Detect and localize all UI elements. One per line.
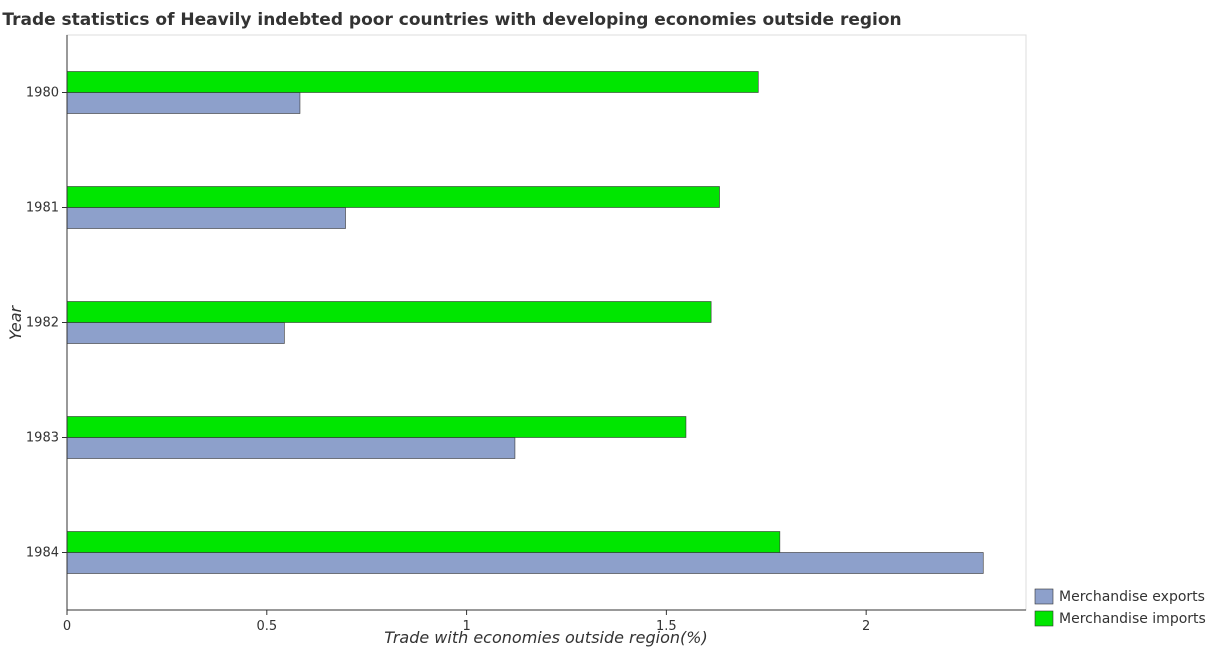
x-tick-label: 0 [63, 619, 71, 634]
y-tick-label: 1980 [26, 86, 59, 101]
bar-imports-1982 [66, 301, 712, 323]
x-tick-label: 1 [462, 619, 470, 634]
x-tick-label: 2 [862, 619, 870, 634]
bar-imports-1981 [66, 186, 720, 208]
legend-swatch-imports [1034, 610, 1054, 627]
plot-area: 1980 1981 1982 1983 1984 0 0.5 1 1.5 2 [26, 34, 1027, 634]
bar-exports-1981 [66, 207, 346, 229]
legend: Merchandise exports Merchandise imports [1034, 588, 1206, 627]
bar-exports-1980 [66, 92, 301, 114]
y-tick-label: 1981 [26, 201, 59, 216]
legend-swatch-exports [1034, 588, 1054, 605]
legend-label-exports: Merchandise exports [1059, 589, 1205, 605]
x-tick-label: 1.5 [656, 619, 677, 634]
y-tick-label: 1984 [26, 546, 59, 561]
x-tick-label: 0.5 [256, 619, 277, 634]
bar-imports-1984 [66, 531, 781, 553]
bar-exports-1984 [66, 552, 984, 574]
chart-title: Trade statistics of Heavily indebted poo… [2, 10, 901, 30]
bar-exports-1982 [66, 322, 285, 344]
bar-imports-1980 [66, 71, 759, 93]
y-axis-title: Year [6, 304, 25, 340]
y-tick-label: 1982 [26, 316, 59, 331]
legend-label-imports: Merchandise imports [1059, 611, 1206, 627]
bar-imports-1983 [66, 416, 687, 438]
y-tick-label: 1983 [26, 431, 59, 446]
x-axis-title: Trade with economies outside region(%) [384, 628, 707, 647]
bar-exports-1983 [66, 437, 516, 459]
